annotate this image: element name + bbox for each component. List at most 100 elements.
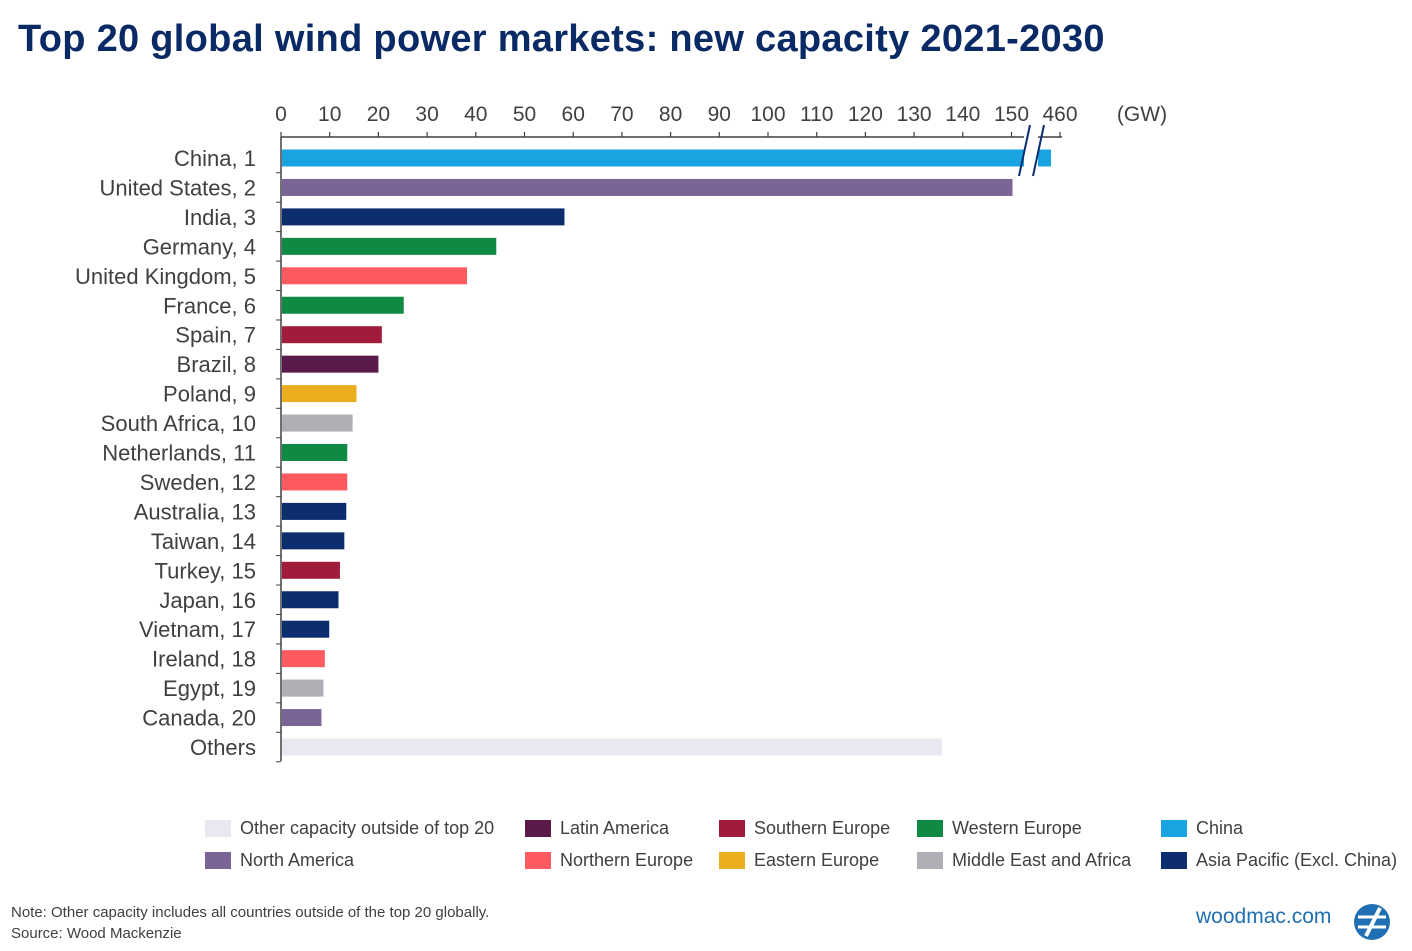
bar bbox=[282, 679, 324, 697]
category-label: Ireland, 18 bbox=[152, 647, 256, 672]
x-tick-label: 150 bbox=[994, 103, 1029, 126]
category-label: Turkey, 15 bbox=[155, 558, 256, 583]
category-label: Netherlands, 11 bbox=[102, 441, 256, 466]
bar bbox=[282, 709, 322, 727]
legend-item: Eastern Europe bbox=[719, 850, 879, 871]
x-tick-label: 120 bbox=[848, 103, 883, 126]
category-label: Egypt, 19 bbox=[163, 676, 256, 701]
x-tick-label: 130 bbox=[897, 103, 932, 126]
legend-label: North America bbox=[240, 850, 355, 870]
legend-label: Middle East and Africa bbox=[952, 850, 1132, 870]
legend-swatch bbox=[525, 852, 551, 869]
bar bbox=[282, 178, 1013, 196]
axis-unit-label: (GW) bbox=[1117, 103, 1167, 126]
x-tick-label: 90 bbox=[708, 103, 731, 126]
category-label: Taiwan, 14 bbox=[151, 529, 256, 554]
bar bbox=[282, 208, 565, 226]
legend-item: North America bbox=[205, 850, 354, 871]
legend-label: Other capacity outside of top 20 bbox=[240, 818, 495, 838]
category-label: United States, 2 bbox=[99, 175, 256, 200]
x-tick-label: 60 bbox=[562, 103, 585, 126]
source-text: Source: Wood Mackenzie bbox=[11, 925, 182, 942]
legend-item: Other capacity outside of top 20 bbox=[205, 818, 494, 839]
bar bbox=[282, 561, 340, 579]
x-tick-label: 140 bbox=[945, 103, 980, 126]
legend-label: Eastern Europe bbox=[754, 850, 880, 870]
chart-title: Top 20 global wind power markets: new ca… bbox=[18, 18, 1105, 60]
legend-swatch bbox=[1161, 820, 1187, 837]
x-tick-label: 50 bbox=[513, 103, 536, 126]
x-tick-label: 30 bbox=[415, 103, 438, 126]
bar bbox=[282, 149, 1051, 167]
bar bbox=[282, 414, 353, 432]
category-label: Australia, 13 bbox=[134, 499, 256, 524]
x-tick-label: 10 bbox=[318, 103, 341, 126]
x-tick-label: 20 bbox=[367, 103, 390, 126]
category-label: Vietnam, 17 bbox=[139, 617, 256, 642]
footnote: Note: Other capacity includes all countr… bbox=[11, 902, 489, 944]
brand-link[interactable]: woodmac.com bbox=[1196, 905, 1332, 928]
bar-chart: 0 10 20 30 40 50 60 70 80 90 100 110 120 130 140 150 460… bbox=[75, 103, 1167, 763]
bar bbox=[282, 738, 942, 756]
axis-break-mark bbox=[1032, 124, 1045, 177]
bar bbox=[282, 267, 468, 285]
legend-swatch bbox=[917, 820, 943, 837]
category-label: Brazil, 8 bbox=[177, 352, 256, 377]
legend-label: China bbox=[1196, 818, 1244, 838]
bar bbox=[282, 237, 497, 255]
category-label: China, 1 bbox=[174, 146, 256, 171]
legend-item: Asia Pacific (Excl. China) bbox=[1161, 850, 1397, 871]
x-tick-label: 0 bbox=[275, 103, 287, 126]
category-label: South Africa, 10 bbox=[101, 411, 256, 436]
bar bbox=[282, 650, 325, 668]
legend: Other capacity outside of top 20 Latin Am… bbox=[205, 818, 1410, 882]
legend-label: Latin America bbox=[560, 818, 670, 838]
woodmac-logo-icon bbox=[1354, 904, 1390, 940]
legend-label: Western Europe bbox=[952, 818, 1082, 838]
x-tick-label: 460 bbox=[1042, 103, 1077, 126]
legend-item: Southern Europe bbox=[719, 818, 890, 839]
legend-item: Middle East and Africa bbox=[917, 850, 1131, 871]
legend-label: Asia Pacific (Excl. China) bbox=[1196, 850, 1398, 870]
bar bbox=[282, 385, 357, 403]
legend-swatch bbox=[1161, 852, 1187, 869]
note-text: Note: Other capacity includes all countr… bbox=[11, 904, 490, 921]
bar bbox=[282, 444, 348, 461]
x-tick-label: 110 bbox=[800, 103, 833, 126]
legend-item: Northern Europe bbox=[525, 850, 693, 871]
category-label: United Kingdom, 5 bbox=[75, 264, 256, 289]
legend-label: Southern Europe bbox=[754, 818, 891, 838]
x-tick-label: 80 bbox=[659, 103, 682, 126]
bar bbox=[282, 620, 330, 638]
category-label: Sweden, 12 bbox=[140, 470, 256, 495]
x-tick-label: 70 bbox=[610, 103, 633, 126]
bar bbox=[282, 473, 348, 491]
x-tick-label: 40 bbox=[464, 103, 487, 126]
legend-label: Northern Europe bbox=[560, 850, 694, 870]
legend-swatch bbox=[525, 820, 551, 837]
legend-swatch bbox=[719, 852, 745, 869]
category-label: Spain, 7 bbox=[175, 323, 256, 348]
category-label: Japan, 16 bbox=[159, 588, 256, 613]
category-label: Germany, 4 bbox=[143, 234, 256, 259]
x-tick-label: 100 bbox=[750, 103, 785, 126]
legend-swatch bbox=[719, 820, 745, 837]
legend-swatch bbox=[205, 852, 231, 869]
bar bbox=[282, 502, 347, 520]
bar bbox=[282, 591, 339, 609]
category-label: Canada, 20 bbox=[142, 706, 256, 731]
bar bbox=[282, 532, 345, 550]
bar bbox=[282, 296, 404, 314]
legend-item: Western Europe bbox=[917, 818, 1082, 839]
bar bbox=[282, 355, 379, 373]
bar bbox=[282, 326, 382, 344]
axis-break-mark bbox=[1018, 124, 1031, 177]
category-label: Others bbox=[190, 735, 256, 760]
category-label: India, 3 bbox=[184, 205, 256, 230]
category-label: France, 6 bbox=[163, 293, 256, 318]
legend-item: China bbox=[1161, 818, 1243, 839]
category-label: Poland, 9 bbox=[163, 382, 256, 407]
legend-swatch bbox=[917, 852, 943, 869]
legend-swatch bbox=[205, 820, 231, 837]
legend-item: Latin America bbox=[525, 818, 669, 839]
